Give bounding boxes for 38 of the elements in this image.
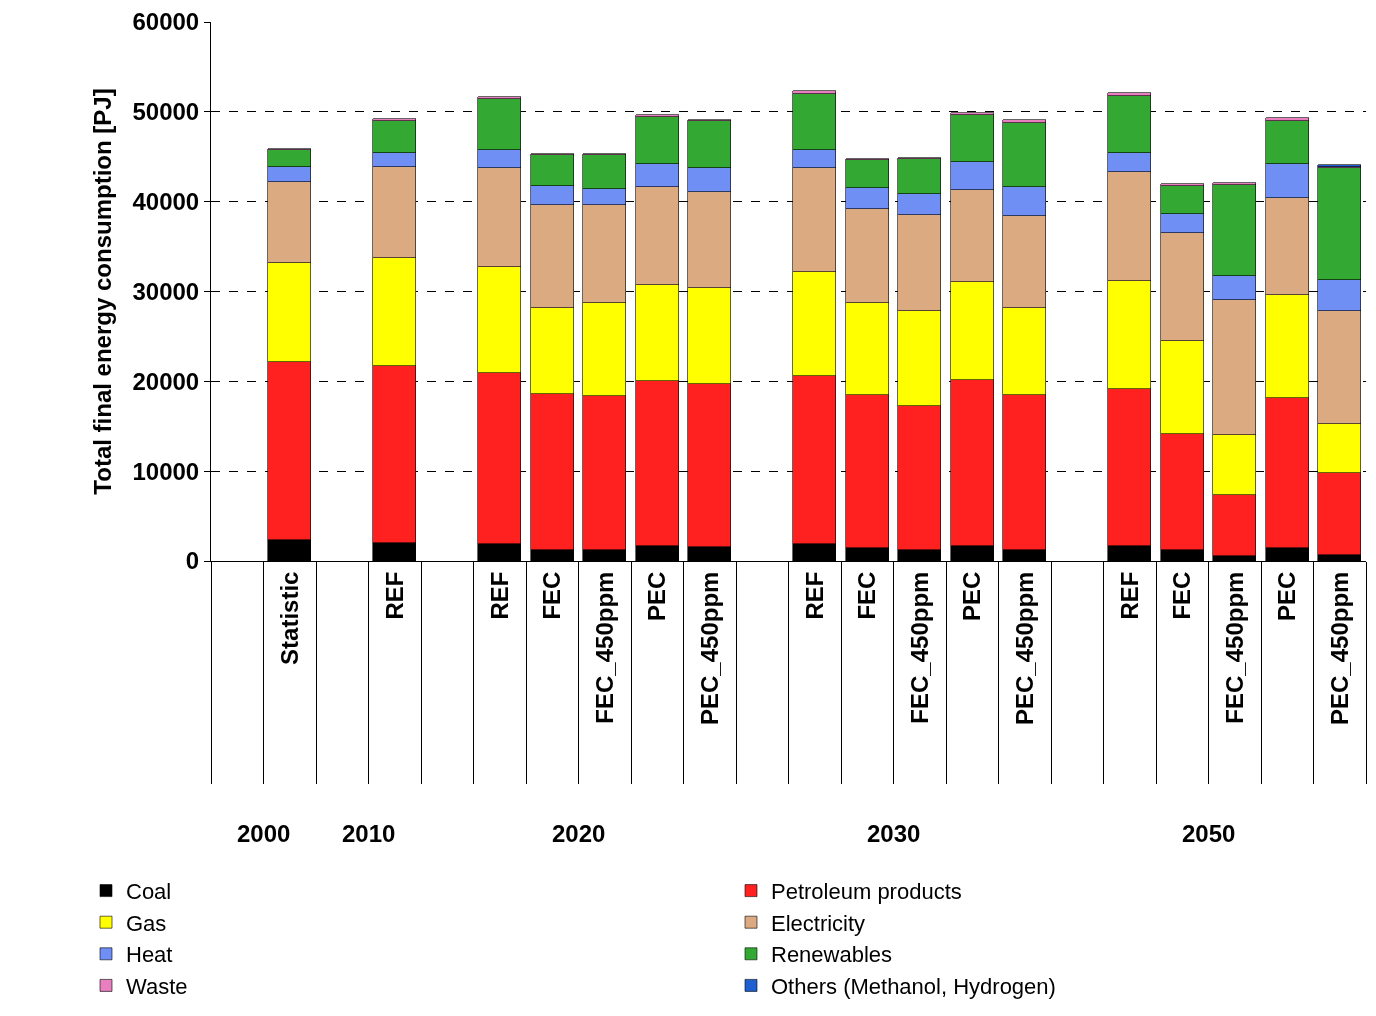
- legend-label: Gas: [126, 910, 167, 936]
- y-axis-title: Total final energy consumption [PJ]: [88, 88, 116, 495]
- x-tick-label: FEC_450ppm: [1220, 571, 1248, 724]
- legend-label: Renewables: [771, 942, 893, 968]
- x-tick-label: FEC: [853, 571, 881, 620]
- x-tick-label: PEC_450ppm: [1010, 571, 1038, 726]
- text: 2020: [552, 820, 606, 847]
- legend-label: Heat: [126, 942, 173, 968]
- x-tick-label: Statistic: [275, 571, 303, 665]
- x-tick-label: PEC: [1273, 571, 1301, 621]
- y-tick-label: 40000: [132, 188, 200, 216]
- y-tick-label: 20000: [132, 367, 200, 395]
- x-tick-label: FEC_450ppm: [905, 571, 933, 724]
- x-tick-label: PEC: [958, 571, 986, 621]
- legend-label: Waste: [126, 973, 188, 999]
- y-tick-label: 50000: [132, 98, 200, 126]
- x-tick-label: FEC: [1168, 571, 1196, 620]
- legend-label: Electricity: [771, 910, 866, 936]
- x-tick-label: PEC_450ppm: [1325, 571, 1353, 726]
- x-tick-label: REF: [485, 571, 513, 620]
- x-tick-label: REF: [380, 571, 408, 620]
- x-tick-label: PEC: [643, 571, 671, 621]
- legend-label: Others (Methanol, Hydrogen): [771, 973, 1056, 999]
- x-tick-label: REF: [1115, 571, 1143, 620]
- x-tick-label: REF: [800, 571, 828, 620]
- x-tick-label: PEC_450ppm: [695, 571, 723, 726]
- x-tick-label: FEC_450ppm: [590, 571, 618, 724]
- legend-label: Petroleum products: [771, 879, 962, 905]
- text: 2050: [1182, 820, 1236, 847]
- y-tick-label: 30000: [132, 277, 200, 305]
- y-tick-label: 10000: [132, 457, 200, 485]
- text: 2030: [867, 820, 921, 847]
- text: 2010: [342, 820, 396, 847]
- y-tick-label: 0: [185, 547, 200, 575]
- x-tick-label: FEC: [538, 571, 566, 620]
- legend-label: Coal: [126, 879, 172, 905]
- y-tick-label: 60000: [132, 8, 200, 36]
- text: 2000: [237, 820, 291, 847]
